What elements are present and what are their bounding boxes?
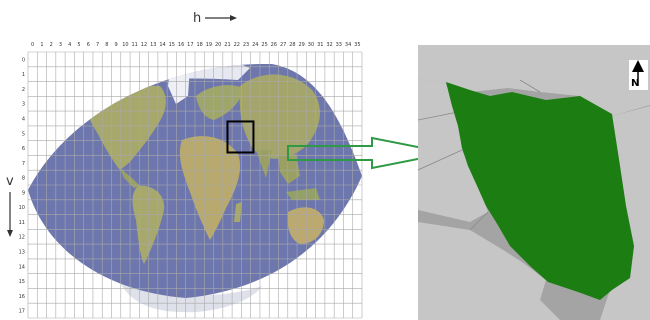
column-label: 23 [243,42,249,48]
column-label: 22 [234,42,240,48]
inset-land [418,45,650,320]
neighbor-west [418,78,488,222]
southeast-asia [278,154,300,184]
v-axis-arrowhead [7,230,13,237]
row-label: 2 [22,87,25,93]
column-label: 34 [345,42,351,48]
column-label: 32 [326,42,332,48]
column-labels: 0 1 2 3 4 5 6 7 8 9 10 11 12 13 14 15 16 17 18 19 20 21 22 23 24… [31,42,361,48]
row-label: 8 [22,176,25,182]
column-label: 17 [187,42,193,48]
column-label: 31 [317,42,323,48]
column-label: 27 [280,42,286,48]
column-label: 5 [77,42,80,48]
neighbor-north [418,45,650,116]
column-label: 4 [68,42,71,48]
highlighted-country [446,82,634,300]
column-label: 26 [271,42,277,48]
row-label: 14 [19,264,25,270]
inset-border-lines [418,79,541,231]
column-label: 21 [224,42,230,48]
row-label: 3 [22,102,25,108]
row-label: 11 [19,220,25,226]
highlighted-tile [226,120,255,154]
neighbor-east [600,106,650,320]
h-axis-arrowhead [230,15,237,21]
column-label: 20 [215,42,221,48]
row-label: 10 [19,205,25,211]
column-label: 25 [261,42,267,48]
column-label: 33 [336,42,342,48]
column-label: 15 [169,42,175,48]
row-label: 17 [19,309,25,315]
column-label: 1 [40,42,43,48]
h-axis-title: h [193,11,237,26]
row-label: 12 [19,235,25,241]
column-label: 9 [115,42,118,48]
column-label: 35 [354,42,360,48]
column-label: 29 [299,42,305,48]
tile-grid [27,51,363,319]
column-label: 16 [178,42,184,48]
column-label: 13 [150,42,156,48]
column-label: 7 [96,42,99,48]
column-label: 3 [59,42,62,48]
column-label: 10 [122,42,128,48]
v-axis-label: v [6,174,14,189]
row-label: 1 [22,72,25,78]
arabian-peninsula [418,222,560,320]
north-label: N [631,78,639,89]
row-label: 5 [22,131,25,137]
row-label: 9 [22,190,25,196]
column-label: 8 [105,42,108,48]
row-label: 0 [22,57,25,63]
australia [287,207,324,244]
row-label: 16 [19,294,25,300]
row-label: 6 [22,146,25,152]
north-arrow-icon: N [629,60,648,90]
column-label: 30 [308,42,314,48]
row-label: 15 [19,279,25,285]
row-label: 13 [19,250,25,256]
column-label: 14 [159,42,165,48]
column-label: 12 [141,42,147,48]
column-label: 6 [87,42,90,48]
row-label: 4 [22,117,25,123]
madagascar [234,202,242,222]
column-label: 28 [289,42,295,48]
arctic-ice [150,63,250,80]
h-axis-label: h [193,11,201,26]
inset-map: N [418,45,650,320]
column-label: 11 [132,42,138,48]
column-label: 18 [196,42,202,48]
pointer-arrow [287,136,449,170]
row-label: 7 [22,161,25,167]
column-label: 2 [50,42,53,48]
v-axis-title: v [6,174,14,237]
indonesia [286,188,320,200]
column-label: 19 [206,42,212,48]
column-label: 0 [31,42,34,48]
column-label: 24 [252,42,258,48]
